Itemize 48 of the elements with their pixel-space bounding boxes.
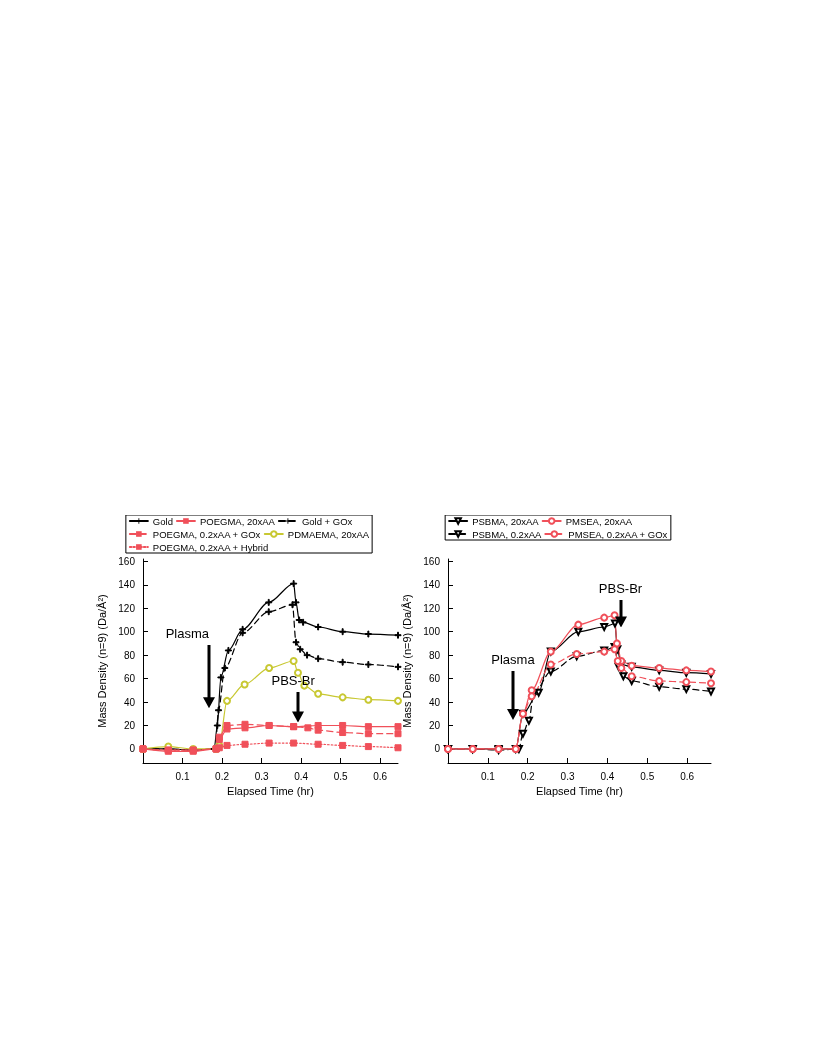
x-tick-label: 0.6 <box>373 770 388 782</box>
x-tick-label: 0.3 <box>254 770 269 782</box>
annotation: Plasma <box>491 652 535 668</box>
y-tick-label: 120 <box>118 602 136 614</box>
legend-label: Gold + GOx <box>301 515 353 527</box>
x-tick-label: 0.2 <box>520 770 536 782</box>
x-tick-label: 0.2 <box>215 770 230 782</box>
annotation: Plasma <box>165 625 210 641</box>
y-tick-label: 80 <box>123 649 136 661</box>
annotation: PBS-Br <box>271 672 315 688</box>
y-tick-label: 140 <box>118 579 136 591</box>
legend-label: POEGMA, 0.2xAA + Hybrid <box>152 541 269 553</box>
x-axis-title: Elapsed Time (hr) <box>536 785 623 798</box>
legend-label: Gold <box>152 515 173 527</box>
y-tick-label: 60 <box>428 673 441 685</box>
x-axis-title: Elapsed Time (hr) <box>227 785 314 798</box>
legend-label: PSBMA, 20xAA <box>472 515 540 527</box>
x-tick-label: 0.3 <box>560 770 575 782</box>
y-tick-label: 80 <box>428 649 441 661</box>
y-tick-label: 20 <box>428 719 441 731</box>
x-tick-label: 0.5 <box>640 770 655 782</box>
y-tick-label: 100 <box>118 626 136 638</box>
y-tick-label: 60 <box>123 673 136 685</box>
y-tick-label: 0 <box>434 743 441 755</box>
y-tick-label: 160 <box>423 555 441 567</box>
x-tick-label: 0.5 <box>333 770 349 782</box>
y-axis-title: Mass Density (n=9) (Da/Å²) <box>95 594 108 728</box>
legend-label: PSBMA, 0.2xAA <box>472 528 542 540</box>
legend-label: POEGMA, 0.2xAA + GOx <box>152 528 261 540</box>
legend-label: PDMAEMA, 20xAA <box>287 528 370 540</box>
y-tick-label: 40 <box>123 696 136 708</box>
x-tick-label: 0.4 <box>294 770 309 782</box>
y-tick-label: 120 <box>423 602 441 614</box>
y-tick-label: 160 <box>118 555 136 567</box>
y-tick-label: 100 <box>423 626 441 638</box>
legend-label: POEGMA, 20xAA <box>199 515 276 527</box>
annotation: PBS-Br <box>598 580 643 596</box>
y-tick-label: 0 <box>129 743 136 755</box>
x-tick-label: 0.4 <box>600 770 615 782</box>
y-tick-label: 20 <box>123 719 136 731</box>
y-tick-label: 40 <box>428 696 441 708</box>
x-tick-label: 0.1 <box>175 770 190 782</box>
y-axis-title: Mass Density (n=9) (Da/Å²) <box>400 594 413 728</box>
legend-label: PMSEA, 20xAA <box>565 515 633 527</box>
x-tick-label: 0.1 <box>480 770 496 782</box>
y-tick-label: 140 <box>423 579 441 591</box>
legend-label: PMSEA, 0.2xAA + GOx <box>568 528 668 540</box>
x-tick-label: 0.6 <box>680 770 695 782</box>
